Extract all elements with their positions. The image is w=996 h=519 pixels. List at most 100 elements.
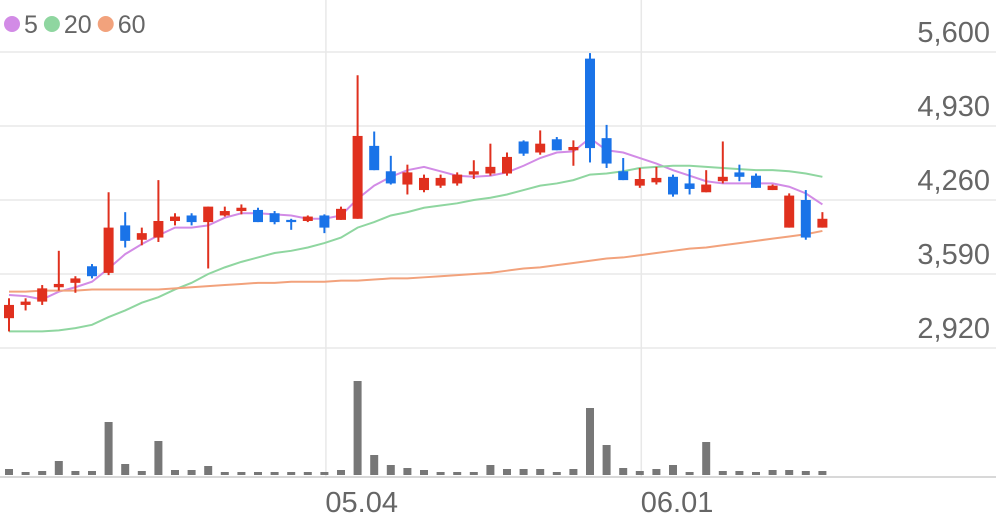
volume-bar bbox=[21, 472, 30, 475]
candle-body bbox=[784, 195, 795, 228]
volume-bar bbox=[353, 381, 362, 475]
candle-body bbox=[20, 301, 31, 305]
volume-bar bbox=[5, 469, 13, 475]
volume-bar bbox=[503, 469, 511, 475]
candle-body bbox=[751, 175, 761, 188]
x-tick-label: 06.01 bbox=[641, 487, 714, 519]
volume-bar bbox=[519, 469, 528, 475]
volume-bar bbox=[204, 466, 213, 475]
volume-bar bbox=[220, 472, 229, 475]
candle-body bbox=[601, 138, 612, 164]
volume-bar bbox=[287, 472, 296, 475]
candle-body bbox=[70, 278, 81, 283]
y-tick-label: 2,920 bbox=[917, 313, 990, 345]
y-tick-label: 5,600 bbox=[917, 17, 990, 49]
candle-body bbox=[435, 177, 446, 186]
volume-bar bbox=[403, 468, 412, 475]
candle-body bbox=[701, 184, 712, 193]
volume-bar bbox=[386, 465, 395, 475]
volume-bar bbox=[121, 464, 130, 475]
volume-bar bbox=[137, 471, 146, 475]
candle-body bbox=[302, 216, 313, 221]
volume-bar bbox=[420, 470, 428, 475]
volume-bar bbox=[735, 471, 744, 475]
y-tick-label: 4,260 bbox=[917, 165, 990, 197]
candle-body bbox=[319, 215, 330, 228]
candle-body bbox=[170, 216, 180, 221]
volume-bar bbox=[303, 472, 312, 475]
candle-body bbox=[336, 208, 346, 220]
volume-bar bbox=[436, 472, 445, 475]
volume-bar bbox=[619, 468, 628, 475]
candle-body bbox=[87, 266, 97, 277]
volume-bar bbox=[652, 469, 661, 475]
candle-body bbox=[120, 225, 131, 241]
candle-body bbox=[684, 183, 695, 189]
volume-bar bbox=[171, 470, 179, 475]
candle-body bbox=[236, 207, 247, 212]
candle-body bbox=[817, 218, 828, 228]
candle-body bbox=[385, 171, 396, 184]
x-tick-label: 05.04 bbox=[325, 487, 398, 519]
legend-label: 5 bbox=[24, 11, 38, 39]
volume-bar bbox=[270, 472, 279, 475]
volume-bar bbox=[768, 470, 777, 475]
volume-bar bbox=[486, 465, 495, 475]
candle-body bbox=[37, 288, 48, 302]
volume-bar bbox=[718, 471, 727, 475]
volume-bar bbox=[453, 472, 462, 475]
y-tick-label: 4,930 bbox=[917, 91, 990, 123]
candle-body bbox=[502, 156, 512, 174]
candle-body bbox=[136, 233, 147, 240]
volume-bar bbox=[337, 470, 345, 475]
volume-bar bbox=[635, 471, 644, 475]
volume-bar bbox=[752, 472, 760, 475]
candle-body bbox=[153, 220, 164, 238]
candle-body bbox=[352, 135, 363, 219]
candle-body bbox=[369, 145, 380, 171]
candle-body bbox=[668, 176, 678, 195]
volume-bar bbox=[71, 471, 80, 475]
volume-bar bbox=[552, 472, 561, 475]
candle-body bbox=[419, 177, 429, 191]
volume-bar bbox=[702, 442, 711, 475]
candle-body bbox=[585, 58, 595, 149]
volume-bar bbox=[602, 445, 611, 475]
volume-bar bbox=[536, 469, 545, 475]
volume-bar bbox=[469, 472, 478, 475]
candle-body bbox=[618, 171, 629, 181]
volume-bar bbox=[669, 465, 677, 475]
candle-body bbox=[535, 143, 546, 153]
candle-body bbox=[402, 172, 413, 185]
volume-bar bbox=[54, 461, 63, 475]
volume-bar bbox=[685, 472, 694, 475]
legend-marker bbox=[4, 16, 20, 32]
candle-body bbox=[800, 200, 811, 238]
candle-body bbox=[452, 174, 463, 184]
volume-bar bbox=[237, 472, 246, 475]
volume-bar bbox=[586, 408, 594, 475]
candle-body bbox=[734, 172, 745, 177]
candle-body bbox=[186, 215, 197, 223]
y-tick-label: 3,590 bbox=[917, 239, 990, 271]
volume-bar bbox=[187, 470, 196, 475]
volume-bar bbox=[818, 471, 827, 475]
candle-body bbox=[253, 209, 263, 223]
candle-body bbox=[518, 141, 529, 154]
ma-line bbox=[9, 164, 823, 333]
volume-bar bbox=[370, 455, 379, 475]
candle-body bbox=[269, 213, 280, 223]
candle-body bbox=[767, 185, 778, 191]
volume-bar bbox=[104, 422, 113, 475]
candle-body bbox=[551, 139, 562, 151]
candle-body bbox=[219, 211, 230, 216]
legend-marker bbox=[43, 16, 60, 32]
legend-marker bbox=[97, 16, 114, 32]
candle-body bbox=[103, 227, 114, 273]
legend-label: 20 bbox=[64, 11, 92, 39]
candle-body bbox=[4, 304, 14, 319]
volume-bar bbox=[320, 472, 329, 475]
candle-body bbox=[53, 283, 64, 288]
legend-label: 60 bbox=[118, 11, 146, 39]
